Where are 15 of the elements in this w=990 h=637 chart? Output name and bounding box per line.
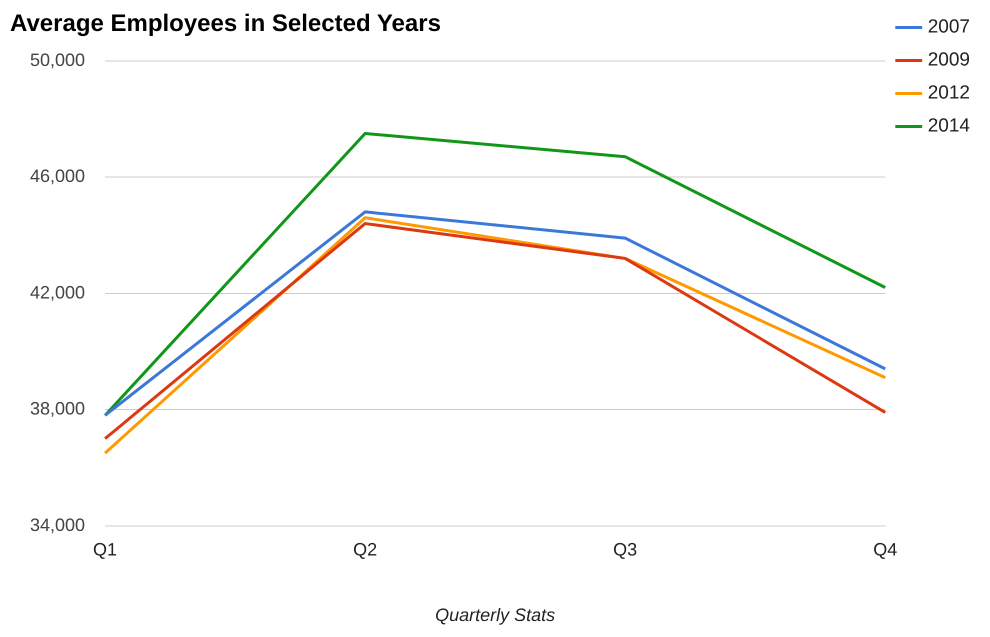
x-axis-title: Quarterly Stats: [435, 605, 556, 626]
y-tick-label: 42,000: [30, 282, 86, 302]
y-tick-label: 38,000: [30, 398, 86, 419]
chart-title: Average Employees in Selected Years: [10, 10, 441, 38]
y-tick-label: 46,000: [30, 166, 86, 186]
x-tick-label: Q2: [353, 540, 378, 560]
legend-label: 2014: [928, 116, 970, 137]
legend-label: 2012: [928, 82, 970, 104]
legend-label: 2009: [928, 50, 970, 71]
y-tick-label: 34,000: [30, 514, 86, 535]
x-tick-label: Q4: [873, 540, 898, 560]
x-tick-label: Q1: [93, 540, 118, 560]
legend-label: 2007: [928, 16, 970, 38]
y-tick-label: 50,000: [30, 50, 86, 70]
x-tick-label: Q3: [613, 540, 638, 560]
